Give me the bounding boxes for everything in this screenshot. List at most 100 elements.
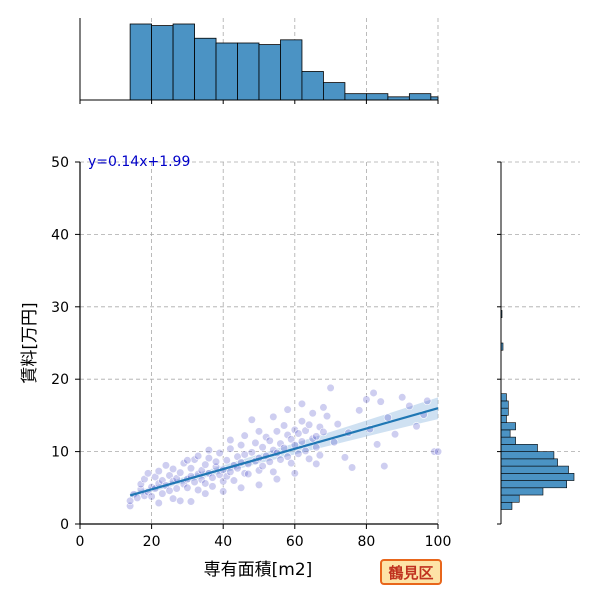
scatter-point <box>272 475 282 484</box>
scatter-point <box>312 443 321 452</box>
scatter-point <box>204 454 213 463</box>
scatter-point <box>297 417 307 426</box>
x-axis-label: 専有面積[m2] <box>204 560 313 580</box>
scatter-point <box>330 438 339 447</box>
scatter-point <box>301 446 310 455</box>
scatter-point <box>244 469 253 479</box>
scatter-point <box>183 456 192 465</box>
x-tick-label: 40 <box>214 534 232 550</box>
scatter-point <box>283 405 292 414</box>
y-tick-label: 20 <box>51 372 69 388</box>
scatter-point <box>194 485 203 495</box>
right-hist-bar <box>500 451 555 460</box>
scatter-point <box>219 487 228 496</box>
scatter-point <box>147 492 156 501</box>
top-hist-bar <box>301 71 324 101</box>
top-hist-bar <box>215 42 238 101</box>
scatter-point <box>423 396 432 406</box>
scatter-point <box>347 463 357 472</box>
y-tick-label: 10 <box>51 445 69 461</box>
scatter-point <box>362 395 371 404</box>
scatter-point <box>373 440 382 449</box>
top-hist-bar <box>237 42 260 101</box>
scatter-point <box>194 451 203 461</box>
right-hist-bar <box>500 422 516 431</box>
top-marginal-histogram <box>79 18 439 104</box>
y-axis-label: 賃料[万円] <box>20 302 40 383</box>
scatter-point <box>319 427 328 437</box>
scatter-point <box>305 420 314 429</box>
x-tick-label: 80 <box>357 534 375 550</box>
right-hist-bar <box>500 487 544 496</box>
regression-equation: y=0.14x+1.99 <box>88 154 190 170</box>
scatter-point <box>380 461 389 471</box>
scatter-point <box>154 498 163 508</box>
scatter-point <box>322 412 332 421</box>
regression-line-group <box>129 407 439 497</box>
axes: 0 20 40 60 80 100 0 10 20 30 40 50 <box>51 155 451 550</box>
y-tick-label: 0 <box>60 517 69 533</box>
scatter-point <box>433 447 443 456</box>
right-hist-bar <box>500 444 538 452</box>
scatter-point <box>158 489 167 498</box>
right-hist-bar <box>500 501 513 510</box>
scatter-point <box>376 397 385 406</box>
y-tick-label: 30 <box>51 300 69 316</box>
scatter-point <box>369 388 378 398</box>
scatter-point <box>247 415 256 424</box>
scatter-points <box>126 383 443 511</box>
scatter-point <box>183 483 192 492</box>
top-hist-bar <box>323 82 346 101</box>
right-hist-bar <box>500 473 575 481</box>
right-hist-bar <box>500 458 558 467</box>
scatter-point <box>226 444 235 453</box>
scatter-point <box>226 435 235 445</box>
scatter-point <box>204 446 213 455</box>
top-hist-bar <box>408 93 432 101</box>
scatter-point <box>237 440 246 450</box>
scatter-point <box>168 494 178 503</box>
scatter-point <box>254 427 264 436</box>
top-hist-bar <box>194 37 217 101</box>
scatter-point <box>240 450 249 459</box>
scatter-point <box>215 448 224 458</box>
scatter-point <box>251 438 260 448</box>
scatter-point <box>133 493 142 503</box>
scatter-point <box>247 448 256 457</box>
scatter-point <box>297 399 307 408</box>
scatter-point <box>265 436 274 445</box>
scatter-point <box>172 484 181 493</box>
scatter-point <box>254 480 264 490</box>
scatter-point <box>258 443 267 452</box>
scatter-point <box>126 496 135 505</box>
scatter-point <box>161 461 171 470</box>
scatter-point <box>222 456 231 465</box>
y-tick-label: 40 <box>51 227 69 243</box>
scatter-point <box>208 482 217 491</box>
right-hist-bar <box>500 415 507 423</box>
right-hist-bar <box>500 429 511 438</box>
scatter-point <box>258 461 267 471</box>
scatter-point <box>383 413 392 422</box>
scatter-point <box>312 432 321 441</box>
top-hist-bar <box>258 44 281 101</box>
right-hist-bar <box>500 465 569 474</box>
scatter-point <box>154 467 163 476</box>
scatter-point <box>201 460 210 469</box>
scatter-point <box>283 452 292 461</box>
scatter-point <box>398 393 407 402</box>
scatter-point <box>315 451 324 460</box>
x-tick-label: 60 <box>286 534 304 550</box>
scatter-point <box>201 479 210 488</box>
scatter-point <box>186 497 196 506</box>
scatter-point <box>287 459 296 468</box>
scatter-point <box>208 473 217 482</box>
top-hist-bar <box>129 23 152 101</box>
scatter-point <box>201 489 210 498</box>
x-tick-label: 20 <box>143 534 161 550</box>
scatter-point <box>297 437 307 446</box>
scatter-point <box>269 412 278 421</box>
top-hist-bar <box>280 39 303 101</box>
scatter-point <box>229 476 239 485</box>
